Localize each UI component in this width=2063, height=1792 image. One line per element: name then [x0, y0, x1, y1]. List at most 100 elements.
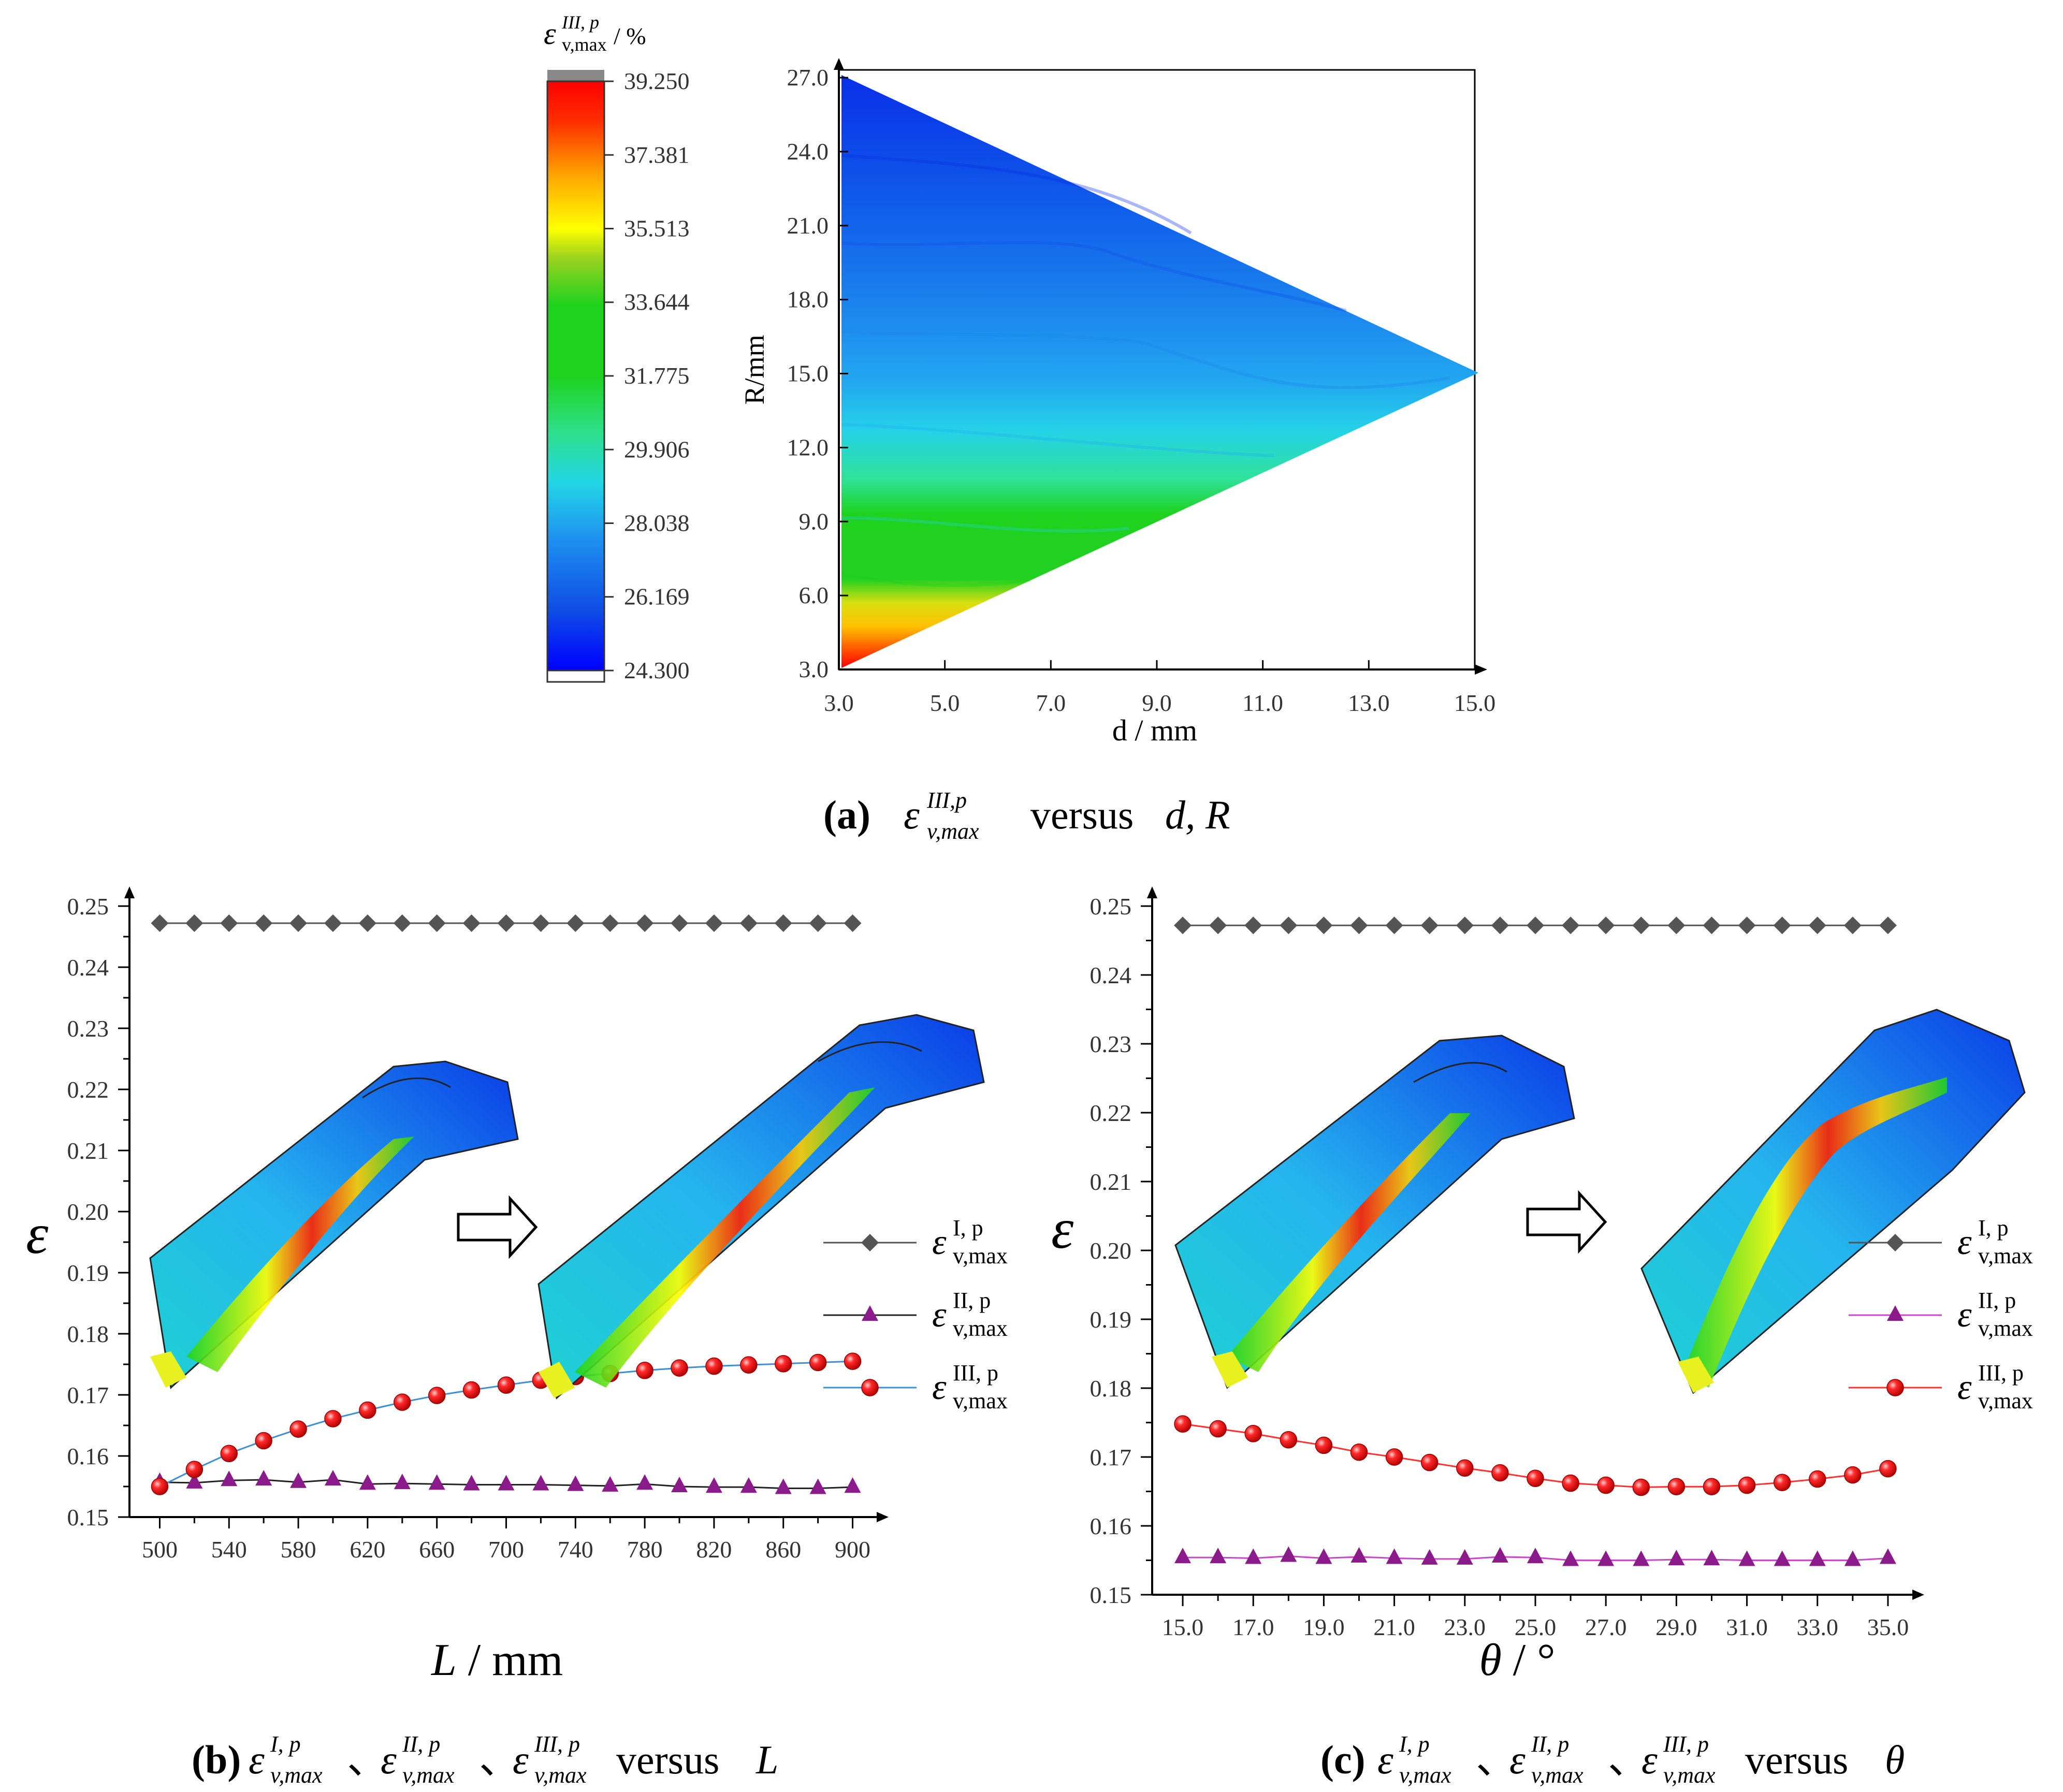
c-ytick-label: 0.16	[1090, 1513, 1132, 1539]
c-series-I-point	[1174, 916, 1192, 935]
b-series-I-point	[255, 914, 273, 933]
b-series-I-point	[428, 914, 446, 933]
caption-b-separator: 、	[479, 1737, 519, 1782]
c-series-III-point	[1315, 1436, 1333, 1454]
b-series-III-point	[497, 1376, 515, 1394]
b-legend-symbol-I: ε	[932, 1222, 947, 1262]
caption-a-sub: v,max	[927, 819, 979, 844]
caption-c-label: (c)	[1320, 1737, 1365, 1782]
colorbar-tick-label: 28.038	[624, 509, 690, 536]
c-series-III-point	[1209, 1420, 1227, 1438]
c-legend-sup-II: II, p	[1978, 1288, 2016, 1313]
b-series-II-point	[809, 1478, 826, 1494]
c-ytick-label: 0.15	[1090, 1582, 1132, 1608]
b-ytick-label: 0.22	[67, 1076, 109, 1103]
b-series-II-point	[671, 1477, 688, 1492]
heatmap-field	[841, 75, 1478, 668]
caption-b-sub-III: v,max	[534, 1762, 587, 1788]
c-ytick-label: 0.18	[1090, 1375, 1132, 1402]
a-ytick-label: 18.0	[787, 286, 829, 313]
c-series-II-point	[1738, 1550, 1755, 1566]
c-y-arrow	[1147, 886, 1157, 898]
colorbar-tick-label: 31.775	[624, 362, 690, 389]
c-series-II-point	[1210, 1548, 1227, 1564]
c-series-I-point	[1209, 916, 1227, 935]
c-legend-symbol-III: ε	[1957, 1367, 1972, 1407]
c-series-I-point	[1280, 916, 1298, 935]
b-legend-sub-III: v,max	[953, 1388, 1008, 1414]
c-series-III-point	[1667, 1478, 1686, 1495]
b-ytick-label: 0.16	[67, 1443, 109, 1469]
b-ytick-label: 0.17	[67, 1382, 109, 1408]
b-series-II-point	[463, 1475, 480, 1491]
b-arrow-icon	[457, 1195, 538, 1259]
caption-a-label: (a)	[823, 792, 870, 837]
colorbar-overflow-cap	[547, 70, 604, 81]
c-series-III-point	[1632, 1478, 1650, 1496]
b-xlabel-unit: / mm	[457, 1635, 563, 1685]
c-legend-sup-III: III, p	[1978, 1360, 2024, 1386]
caption-b-symbol-II: ε	[381, 1737, 397, 1782]
c-series-II-point	[1350, 1547, 1368, 1563]
c-series-III-point	[1280, 1431, 1298, 1449]
a-ytick-label: 9.0	[799, 508, 829, 534]
caption-b-label: (b)	[192, 1737, 241, 1782]
caption-c-sub-II: v,max	[1531, 1762, 1583, 1788]
b-series-II-point	[567, 1475, 584, 1491]
c-ylabel: ε	[1051, 1197, 1074, 1260]
a-xtick-label: 9.0	[1142, 690, 1172, 716]
c-series-I-point	[1491, 916, 1509, 935]
caption-b-sup-III: III, p	[534, 1731, 580, 1757]
colorbar-title-sub: v,max	[562, 34, 607, 55]
c-series-II-point	[1456, 1549, 1473, 1565]
colorbar-underflow-cap	[546, 669, 605, 683]
colorbar: 39.250 37.381 35.513 33.644 31.775 29.906 28.0…	[544, 12, 690, 683]
b-series-III-point	[844, 1352, 862, 1370]
colorbar-title-sup: III, p	[561, 12, 599, 33]
c-series-I-point	[1350, 916, 1368, 935]
b-series-I-point	[566, 914, 585, 933]
c-ytick-label: 0.17	[1090, 1444, 1132, 1470]
a-ytick-label: 3.0	[799, 656, 829, 682]
b-xlabel: L / mm	[430, 1635, 563, 1685]
caption-b-sub-I: v,max	[270, 1762, 323, 1788]
c-series-II-point	[1527, 1548, 1544, 1564]
c-series-II-point	[1491, 1547, 1508, 1563]
colorbar-tick-label: 35.513	[624, 215, 690, 241]
b-series-III-point	[255, 1432, 272, 1450]
b-xtick-label: 900	[835, 1536, 870, 1563]
b-series-I-point	[358, 914, 376, 933]
c-series-II-point	[1633, 1550, 1650, 1566]
b-series-I-point	[185, 914, 204, 933]
colorbar-tick-label: 33.644	[624, 289, 690, 315]
c-ytick-label: 0.22	[1090, 1100, 1132, 1126]
b-legend-marker-II	[862, 1305, 878, 1321]
b-series-I-point	[393, 914, 411, 933]
b-series-I-point	[324, 914, 342, 933]
c-series-I-point	[1667, 916, 1686, 935]
caption-b-separator: 、	[347, 1737, 387, 1782]
c-series-II-point	[1809, 1550, 1826, 1566]
c-series-III-point	[1703, 1478, 1721, 1495]
b-fea-inset-left	[149, 1060, 519, 1389]
a-xtick-label: 15.0	[1454, 690, 1496, 716]
caption-c-sup-I: I, p	[1399, 1731, 1430, 1757]
caption-c-sup-III: III, p	[1663, 1731, 1709, 1757]
b-series-I-point	[532, 914, 550, 933]
a-ytick-label: 24.0	[787, 138, 829, 165]
colorbar-tick-label: 37.381	[624, 141, 690, 168]
b-ytick-label: 0.15	[67, 1504, 109, 1531]
c-series-II-point	[1174, 1548, 1192, 1564]
b-xtick-label: 620	[350, 1536, 385, 1563]
b-series-III-point	[462, 1381, 481, 1399]
b-ytick-label: 0.20	[67, 1199, 109, 1225]
caption-c-symbol-III: ε	[1641, 1737, 1658, 1782]
c-series-I-point	[1456, 916, 1474, 935]
b-series-II-point	[255, 1470, 272, 1486]
c-series-II-point	[1879, 1548, 1896, 1564]
b-series-II-point	[394, 1474, 411, 1490]
c-legend-marker-II	[1887, 1305, 1904, 1321]
b-series-I-point	[636, 914, 654, 933]
